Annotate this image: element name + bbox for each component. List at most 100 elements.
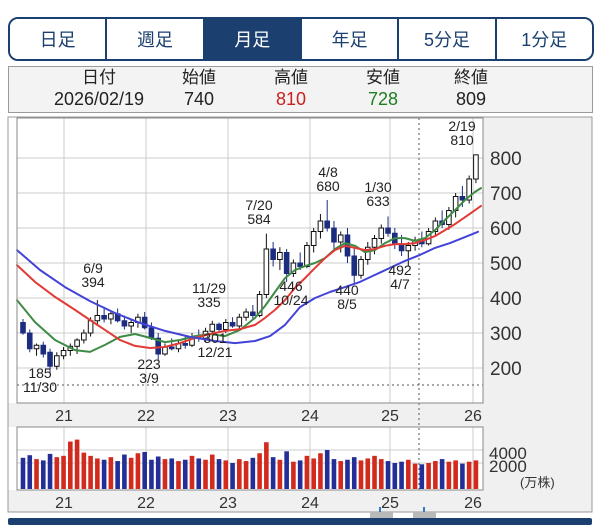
volume-bar: [257, 453, 262, 489]
tab-5min[interactable]: 5分足: [399, 19, 497, 59]
close-label: 終値: [454, 68, 488, 87]
tab-1min[interactable]: 1分足: [496, 19, 592, 59]
candle-up: [290, 262, 297, 274]
volume-bar: [291, 461, 296, 489]
candle-up: [128, 322, 134, 327]
candle-up: [337, 234, 344, 243]
volume-bar: [230, 463, 235, 489]
close-value: 809: [455, 89, 487, 109]
chart-backgrounds: [8, 117, 592, 512]
volume-bar: [34, 459, 39, 489]
tab-daily[interactable]: 日足: [10, 19, 108, 59]
candle-up: [223, 322, 229, 330]
volume-bar: [419, 464, 425, 489]
volume-bar: [196, 458, 202, 489]
volume-bar: [54, 457, 60, 489]
price-tick-label: 200: [490, 359, 522, 380]
annotation: 185: [28, 365, 52, 381]
axis-labels: 800 700 600 500 400 300 200 21 21 22 22 23 23 24 24 25 2…: [55, 149, 555, 512]
year-tick-label: 22: [137, 495, 155, 512]
volume-bar: [81, 452, 87, 489]
annotation: 11/30: [23, 379, 57, 395]
price-tick-label: 400: [490, 289, 522, 310]
volume-bar: [277, 459, 283, 489]
volume-bar: [372, 455, 377, 489]
annotation: 680: [316, 178, 340, 194]
annotation: 11/29: [192, 280, 226, 296]
volume-bar: [176, 461, 181, 489]
volume-bar: [169, 458, 175, 489]
candle-up: [243, 311, 249, 318]
annotation: 394: [81, 274, 105, 290]
candle-down: [331, 227, 337, 243]
volume-bar: [264, 442, 269, 489]
candle-up: [81, 332, 87, 341]
volume-bar: [223, 460, 229, 489]
volume-bar: [311, 458, 316, 489]
year-tick-label: 23: [219, 495, 237, 512]
volume-bar: [365, 458, 371, 489]
range-slider-thumb-left[interactable]: [370, 512, 393, 518]
range-slider-thumb-right[interactable]: [413, 512, 436, 518]
annotation: 1/30: [364, 179, 391, 195]
panel-borders: [7, 116, 593, 513]
annotation: 12/21: [197, 344, 232, 360]
volume-unit-label: (万株): [520, 475, 555, 490]
quote-open: 始値 740: [182, 67, 216, 110]
candle-down: [148, 327, 155, 339]
volume-bar: [466, 461, 472, 489]
annotation: 6/9: [83, 260, 103, 276]
volume-bar: [358, 460, 364, 489]
volume-bar: [270, 457, 276, 489]
annotation: 810: [450, 132, 474, 148]
footer-bar: [8, 518, 592, 525]
volume-bar: [297, 460, 303, 489]
volume-bars: [20, 439, 479, 489]
annotation: 10/24: [273, 292, 308, 308]
candle-up: [358, 259, 364, 276]
candle-down: [121, 320, 128, 327]
candle-down: [101, 315, 107, 320]
candle-down: [20, 322, 26, 334]
volume-bar: [446, 461, 452, 489]
volume-bar: [74, 439, 80, 489]
annotation: 335: [197, 294, 221, 310]
tab-monthly[interactable]: 月足: [204, 19, 302, 59]
price-tick-label: 300: [490, 324, 522, 345]
volume-bar: [162, 459, 168, 489]
candle-up: [277, 252, 283, 260]
candle-up: [54, 355, 60, 367]
volume-bar: [460, 463, 465, 489]
year-tick-label: 21: [55, 495, 73, 512]
quote-high: 高値 810: [274, 67, 308, 110]
candle-down: [26, 332, 33, 350]
tab-weekly[interactable]: 週足: [107, 19, 205, 59]
candle-up: [256, 294, 263, 316]
candle-down: [459, 196, 466, 201]
volume-bar: [392, 463, 398, 489]
annotation: 440: [335, 282, 359, 298]
low-label: 安値: [366, 68, 400, 87]
volume-bar: [95, 458, 100, 489]
volume-bar: [324, 450, 330, 489]
high-value: 810: [275, 89, 307, 109]
candle-up: [108, 313, 114, 320]
price-tick-label: 700: [490, 184, 522, 205]
annotation: 223: [137, 356, 161, 372]
volume-bar: [318, 453, 323, 489]
candle-up: [317, 220, 324, 232]
volume-bar: [88, 455, 93, 489]
volume-bar: [216, 459, 222, 489]
volume-bar: [68, 441, 73, 489]
annotation: 4/7: [390, 276, 410, 292]
volume-bar: [203, 459, 208, 489]
candle-up: [473, 154, 479, 180]
annotation: 492: [388, 262, 412, 278]
long-ma-line: [16, 230, 479, 345]
volume-bar: [412, 463, 418, 489]
tab-yearly[interactable]: 年足: [301, 19, 400, 59]
volume-bar: [378, 459, 384, 489]
open-label: 始値: [182, 68, 216, 87]
volume-bar: [182, 459, 188, 489]
